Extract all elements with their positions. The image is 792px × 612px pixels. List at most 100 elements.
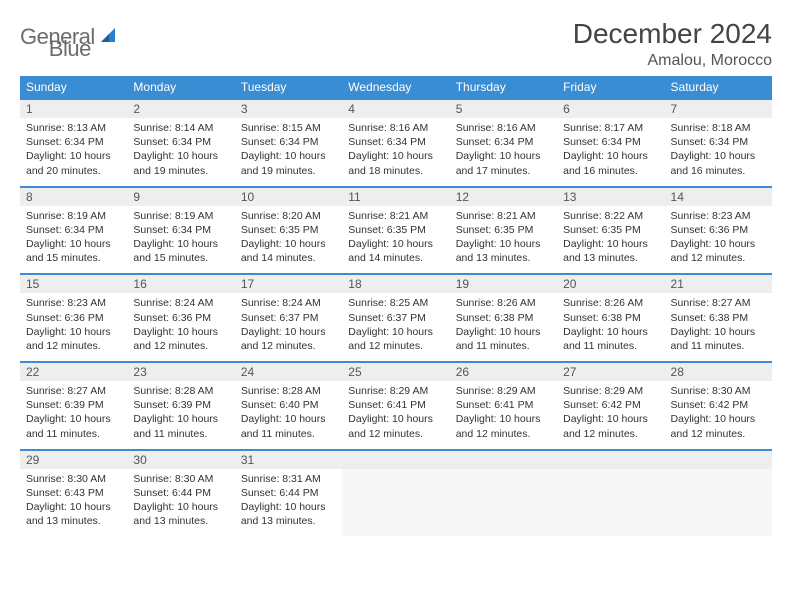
info-cell: Sunrise: 8:21 AMSunset: 6:35 PMDaylight:… [342, 206, 449, 275]
info-cell: Sunrise: 8:18 AMSunset: 6:34 PMDaylight:… [665, 118, 772, 187]
date-cell [557, 450, 664, 469]
sunset-text: Sunset: 6:42 PM [563, 398, 658, 412]
daylight-text: Daylight: 10 hours and 19 minutes. [241, 149, 336, 177]
sunrise-text: Sunrise: 8:28 AM [133, 384, 228, 398]
sunset-text: Sunset: 6:34 PM [348, 135, 443, 149]
daylight-text: Daylight: 10 hours and 11 minutes. [241, 412, 336, 440]
info-cell: Sunrise: 8:16 AMSunset: 6:34 PMDaylight:… [450, 118, 557, 187]
sunset-text: Sunset: 6:44 PM [241, 486, 336, 500]
info-row: Sunrise: 8:19 AMSunset: 6:34 PMDaylight:… [20, 206, 772, 275]
info-cell: Sunrise: 8:29 AMSunset: 6:41 PMDaylight:… [450, 381, 557, 450]
date-cell: 19 [450, 274, 557, 293]
daylight-text: Daylight: 10 hours and 11 minutes. [456, 325, 551, 353]
date-cell [450, 450, 557, 469]
daylight-text: Daylight: 10 hours and 12 minutes. [456, 412, 551, 440]
sunrise-text: Sunrise: 8:17 AM [563, 121, 658, 135]
sunset-text: Sunset: 6:38 PM [456, 311, 551, 325]
daylight-text: Daylight: 10 hours and 13 minutes. [563, 237, 658, 265]
sunset-text: Sunset: 6:34 PM [26, 135, 121, 149]
day-header: Saturday [665, 76, 772, 99]
info-cell: Sunrise: 8:19 AMSunset: 6:34 PMDaylight:… [127, 206, 234, 275]
date-cell: 27 [557, 362, 664, 381]
sunrise-text: Sunrise: 8:19 AM [26, 209, 121, 223]
daylight-text: Daylight: 10 hours and 13 minutes. [456, 237, 551, 265]
sunrise-text: Sunrise: 8:23 AM [671, 209, 766, 223]
daylight-text: Daylight: 10 hours and 12 minutes. [26, 325, 121, 353]
day-header: Friday [557, 76, 664, 99]
sunset-text: Sunset: 6:34 PM [26, 223, 121, 237]
date-cell [665, 450, 772, 469]
sunrise-text: Sunrise: 8:30 AM [671, 384, 766, 398]
day-header: Thursday [450, 76, 557, 99]
sunset-text: Sunset: 6:34 PM [563, 135, 658, 149]
sunrise-text: Sunrise: 8:16 AM [456, 121, 551, 135]
date-row: 15161718192021 [20, 274, 772, 293]
logo-sail-icon [99, 26, 119, 49]
day-header: Monday [127, 76, 234, 99]
sunrise-text: Sunrise: 8:27 AM [26, 384, 121, 398]
daylight-text: Daylight: 10 hours and 12 minutes. [348, 412, 443, 440]
sunrise-text: Sunrise: 8:21 AM [456, 209, 551, 223]
date-cell: 5 [450, 99, 557, 118]
sunrise-text: Sunrise: 8:16 AM [348, 121, 443, 135]
daylight-text: Daylight: 10 hours and 13 minutes. [241, 500, 336, 528]
date-row: 1234567 [20, 99, 772, 118]
sunset-text: Sunset: 6:43 PM [26, 486, 121, 500]
daylight-text: Daylight: 10 hours and 17 minutes. [456, 149, 551, 177]
date-cell: 10 [235, 187, 342, 206]
info-cell: Sunrise: 8:13 AMSunset: 6:34 PMDaylight:… [20, 118, 127, 187]
info-cell: Sunrise: 8:26 AMSunset: 6:38 PMDaylight:… [557, 293, 664, 362]
date-cell: 6 [557, 99, 664, 118]
sunset-text: Sunset: 6:36 PM [133, 311, 228, 325]
title-block: December 2024 Amalou, Morocco [573, 18, 772, 70]
date-cell: 29 [20, 450, 127, 469]
daylight-text: Daylight: 10 hours and 16 minutes. [671, 149, 766, 177]
info-cell [665, 469, 772, 537]
date-cell: 7 [665, 99, 772, 118]
sunrise-text: Sunrise: 8:28 AM [241, 384, 336, 398]
date-cell: 28 [665, 362, 772, 381]
sunrise-text: Sunrise: 8:29 AM [563, 384, 658, 398]
daylight-text: Daylight: 10 hours and 11 minutes. [671, 325, 766, 353]
info-cell: Sunrise: 8:24 AMSunset: 6:36 PMDaylight:… [127, 293, 234, 362]
daylight-text: Daylight: 10 hours and 12 minutes. [133, 325, 228, 353]
sunrise-text: Sunrise: 8:15 AM [241, 121, 336, 135]
info-row: Sunrise: 8:13 AMSunset: 6:34 PMDaylight:… [20, 118, 772, 187]
info-cell: Sunrise: 8:28 AMSunset: 6:39 PMDaylight:… [127, 381, 234, 450]
sunset-text: Sunset: 6:35 PM [348, 223, 443, 237]
daylight-text: Daylight: 10 hours and 12 minutes. [563, 412, 658, 440]
info-cell: Sunrise: 8:28 AMSunset: 6:40 PMDaylight:… [235, 381, 342, 450]
date-cell: 2 [127, 99, 234, 118]
sunrise-text: Sunrise: 8:19 AM [133, 209, 228, 223]
sunset-text: Sunset: 6:41 PM [456, 398, 551, 412]
info-cell: Sunrise: 8:27 AMSunset: 6:39 PMDaylight:… [20, 381, 127, 450]
sunrise-text: Sunrise: 8:22 AM [563, 209, 658, 223]
sunset-text: Sunset: 6:35 PM [456, 223, 551, 237]
date-cell: 24 [235, 362, 342, 381]
date-cell: 14 [665, 187, 772, 206]
date-cell: 20 [557, 274, 664, 293]
sunrise-text: Sunrise: 8:29 AM [348, 384, 443, 398]
sunset-text: Sunset: 6:38 PM [671, 311, 766, 325]
sunset-text: Sunset: 6:34 PM [671, 135, 766, 149]
daylight-text: Daylight: 10 hours and 14 minutes. [348, 237, 443, 265]
info-cell: Sunrise: 8:30 AMSunset: 6:43 PMDaylight:… [20, 469, 127, 537]
date-cell: 12 [450, 187, 557, 206]
location-subtitle: Amalou, Morocco [573, 52, 772, 70]
sunrise-text: Sunrise: 8:14 AM [133, 121, 228, 135]
info-cell: Sunrise: 8:21 AMSunset: 6:35 PMDaylight:… [450, 206, 557, 275]
daylight-text: Daylight: 10 hours and 16 minutes. [563, 149, 658, 177]
info-cell: Sunrise: 8:23 AMSunset: 6:36 PMDaylight:… [665, 206, 772, 275]
daylight-text: Daylight: 10 hours and 14 minutes. [241, 237, 336, 265]
date-cell: 25 [342, 362, 449, 381]
sunset-text: Sunset: 6:39 PM [133, 398, 228, 412]
info-cell: Sunrise: 8:25 AMSunset: 6:37 PMDaylight:… [342, 293, 449, 362]
daylight-text: Daylight: 10 hours and 13 minutes. [26, 500, 121, 528]
info-cell: Sunrise: 8:14 AMSunset: 6:34 PMDaylight:… [127, 118, 234, 187]
day-header: Tuesday [235, 76, 342, 99]
info-cell: Sunrise: 8:30 AMSunset: 6:44 PMDaylight:… [127, 469, 234, 537]
date-row: 22232425262728 [20, 362, 772, 381]
info-cell [450, 469, 557, 537]
sunset-text: Sunset: 6:35 PM [241, 223, 336, 237]
daylight-text: Daylight: 10 hours and 11 minutes. [26, 412, 121, 440]
